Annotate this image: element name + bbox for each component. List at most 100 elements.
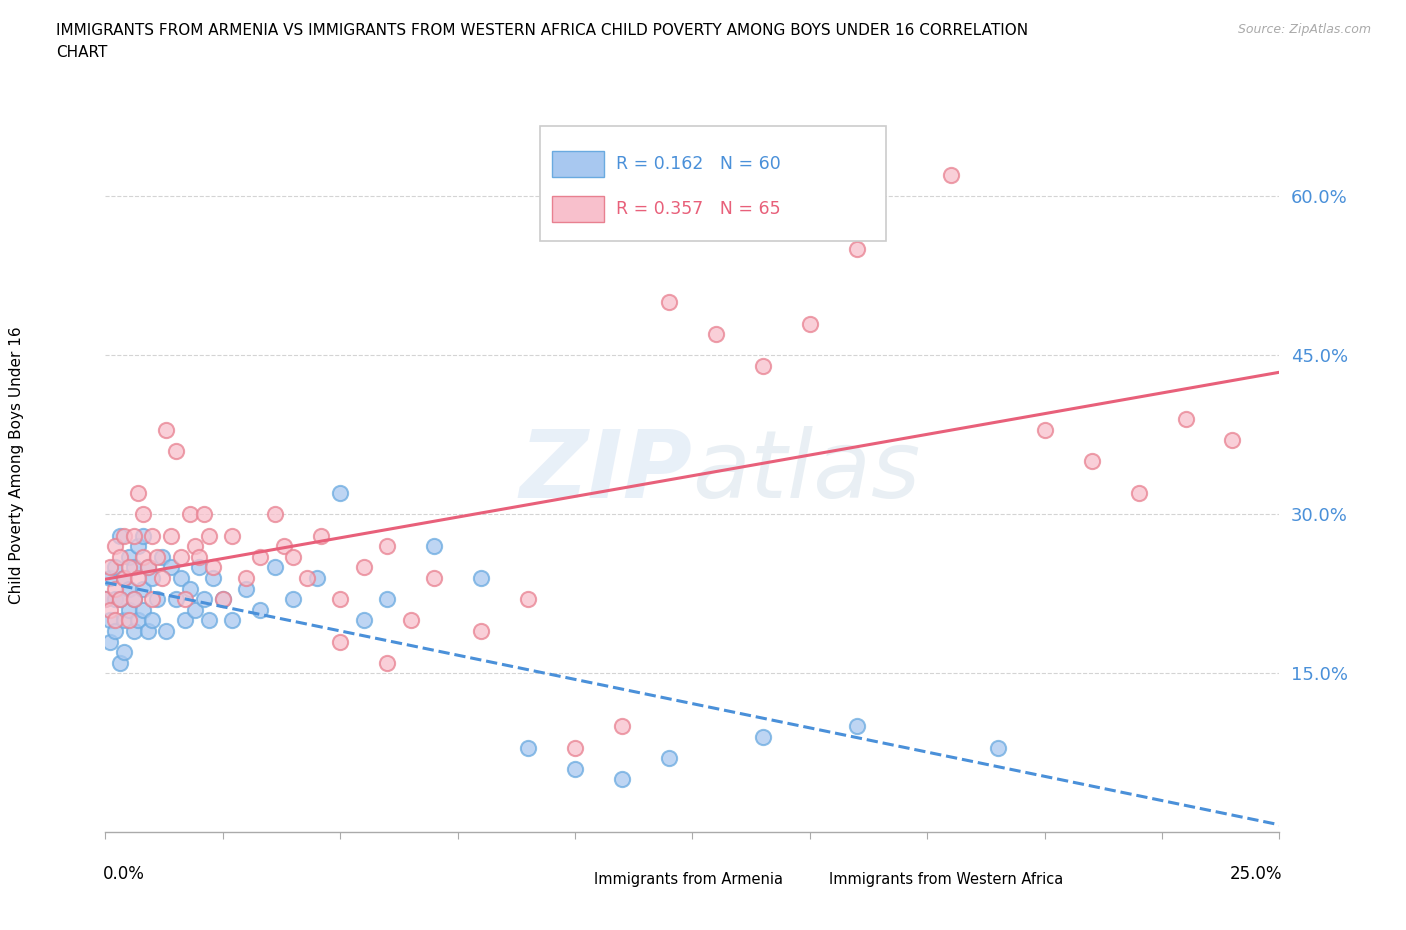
Point (752, 729, 775, 744)
Point (127, 613, 149, 628)
Point (311, 528, 333, 543)
Text: Immigrants from Armenia: Immigrants from Armenia (593, 871, 783, 886)
Point (174, 613, 197, 628)
Point (329, 591, 352, 606)
Point (658, 751, 681, 765)
Point (188, 560, 211, 575)
Point (283, 591, 305, 606)
Point (122, 591, 145, 606)
Text: R = 0.162   N = 60: R = 0.162 N = 60 (616, 155, 780, 173)
Point (329, 634, 352, 649)
Point (423, 538, 446, 553)
Point (987, 740, 1010, 755)
Point (104, 538, 127, 553)
Point (564, 762, 586, 777)
Point (112, 570, 135, 585)
Point (183, 603, 205, 618)
Point (104, 613, 127, 628)
Text: atlas: atlas (692, 427, 921, 517)
Point (118, 560, 141, 575)
Point (108, 550, 131, 565)
Point (132, 603, 155, 618)
Point (297, 570, 319, 585)
Point (470, 623, 492, 638)
Point (108, 656, 131, 671)
Text: CHART: CHART (56, 45, 108, 60)
Point (165, 591, 187, 606)
Point (704, 326, 727, 341)
Point (375, 656, 398, 671)
Point (273, 538, 295, 553)
Point (263, 507, 285, 522)
Point (122, 591, 145, 606)
Point (127, 485, 149, 500)
Point (658, 295, 681, 310)
Point (1174, 412, 1197, 427)
Point (108, 528, 131, 543)
Point (202, 560, 225, 575)
Point (104, 560, 127, 575)
Point (104, 591, 127, 606)
FancyBboxPatch shape (551, 870, 585, 888)
Point (752, 359, 775, 374)
Point (188, 550, 211, 565)
Point (118, 613, 141, 628)
Point (146, 591, 169, 606)
Point (127, 570, 149, 585)
FancyBboxPatch shape (540, 126, 886, 242)
Text: 25.0%: 25.0% (1229, 865, 1282, 883)
Point (132, 507, 155, 522)
Point (1033, 422, 1056, 437)
Text: R = 0.357   N = 65: R = 0.357 N = 65 (616, 200, 780, 218)
Point (136, 560, 159, 575)
Point (118, 603, 141, 618)
Point (249, 550, 271, 565)
Point (197, 613, 219, 628)
Point (160, 528, 183, 543)
FancyBboxPatch shape (551, 152, 605, 178)
Point (112, 528, 135, 543)
Point (211, 591, 233, 606)
Point (375, 538, 398, 553)
Point (211, 591, 233, 606)
Point (1080, 454, 1102, 469)
Point (353, 560, 375, 575)
Text: 0.0%: 0.0% (103, 865, 145, 883)
Point (221, 528, 243, 543)
Point (104, 581, 127, 596)
Point (127, 538, 149, 553)
Point (169, 550, 191, 565)
Point (98, 613, 121, 628)
Point (132, 550, 155, 565)
Text: Child Poverty Among Boys Under 16: Child Poverty Among Boys Under 16 (10, 326, 24, 604)
Point (141, 570, 163, 585)
Point (517, 591, 540, 606)
Point (122, 528, 145, 543)
Point (939, 167, 962, 182)
Point (353, 613, 375, 628)
Point (160, 560, 183, 575)
Point (155, 422, 177, 437)
Point (146, 550, 169, 565)
Text: ZIP: ZIP (520, 426, 692, 518)
Point (193, 507, 215, 522)
Point (169, 570, 191, 585)
Point (118, 550, 141, 565)
Point (150, 570, 173, 585)
Point (122, 560, 145, 575)
Point (799, 316, 821, 331)
Point (174, 591, 197, 606)
Point (132, 581, 155, 596)
Point (94, 591, 117, 606)
Point (94, 591, 117, 606)
Text: IMMIGRANTS FROM ARMENIA VS IMMIGRANTS FROM WESTERN AFRICA CHILD POVERTY AMONG BO: IMMIGRANTS FROM ARMENIA VS IMMIGRANTS FR… (56, 23, 1028, 38)
Point (104, 623, 127, 638)
Point (329, 485, 352, 500)
Point (141, 591, 163, 606)
Point (141, 528, 163, 543)
Text: Immigrants from Western Africa: Immigrants from Western Africa (828, 871, 1063, 886)
Point (179, 507, 201, 522)
Point (112, 644, 135, 659)
Point (98, 570, 121, 585)
Point (845, 719, 868, 734)
